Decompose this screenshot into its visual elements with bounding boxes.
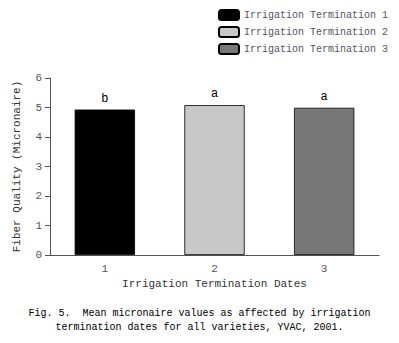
svg-text:1: 1: [102, 263, 109, 275]
svg-text:Fig. 5. Mean micronaire value: Fig. 5. Mean micronaire values as affect…: [28, 308, 370, 319]
svg-text:6: 6: [35, 72, 42, 84]
svg-text:1: 1: [35, 220, 42, 232]
svg-text:2: 2: [211, 263, 218, 275]
svg-text:2: 2: [35, 190, 42, 202]
svg-text:Irrigation Termination Dates: Irrigation Termination Dates: [122, 278, 307, 290]
svg-text:4: 4: [35, 131, 42, 143]
svg-text:3: 3: [35, 161, 42, 173]
svg-text:Irrigation Termination 2: Irrigation Termination 2: [244, 27, 388, 38]
svg-text:3: 3: [321, 263, 328, 275]
svg-text:a: a: [321, 90, 328, 104]
svg-text:a: a: [211, 87, 218, 101]
svg-text:0: 0: [35, 249, 42, 261]
svg-text:termination dates for all vari: termination dates for all varieties, YVA…: [55, 322, 343, 333]
svg-text:Irrigation Termination 3: Irrigation Termination 3: [244, 44, 388, 55]
svg-text:b: b: [101, 92, 108, 106]
svg-text:Fiber Quality (Micronaire): Fiber Quality (Micronaire): [11, 81, 23, 253]
svg-text:5: 5: [35, 102, 42, 114]
svg-text:Irrigation Termination 1: Irrigation Termination 1: [244, 10, 388, 21]
